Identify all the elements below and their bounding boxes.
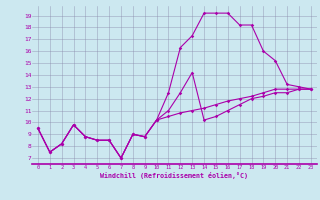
X-axis label: Windchill (Refroidissement éolien,°C): Windchill (Refroidissement éolien,°C) bbox=[100, 172, 248, 179]
